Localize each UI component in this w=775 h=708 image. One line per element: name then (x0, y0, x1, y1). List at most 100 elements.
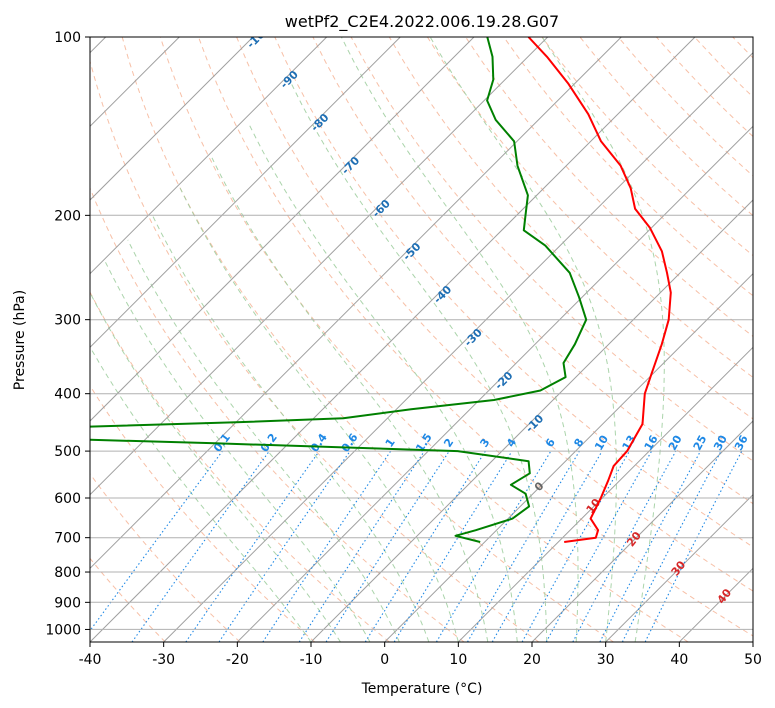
dry-adiabat (274, 37, 753, 548)
plot-frame (89, 36, 754, 643)
mixing-ratio-line (364, 450, 486, 642)
mixing-ratio-label: 25 (691, 433, 710, 453)
x-axis: -40 -30 -20 -10 0 10 20 30 40 50 (79, 642, 762, 668)
mixing-ratio-label: 4 (504, 436, 519, 450)
x-tick-label: 30 (597, 652, 615, 668)
y-tick-label: 800 (54, 565, 81, 581)
isotherm (90, 37, 328, 275)
isotherm-label: -90 (278, 68, 301, 91)
moist-adiabat (211, 157, 489, 642)
dry-adiabat (121, 37, 614, 642)
y-axis-label: Pressure (hPa) (12, 290, 28, 390)
isotherm (90, 37, 696, 642)
mixing-ratio-line (298, 450, 425, 642)
x-axis-label: Temperature (°C) (361, 681, 483, 697)
moist-adiabat (90, 346, 312, 642)
dry-adiabat (90, 291, 390, 642)
isotherm (310, 199, 753, 642)
dry-adiabat (90, 472, 241, 642)
isotherm (457, 346, 753, 642)
y-tick-label: 300 (54, 313, 81, 329)
moist-adiabat (340, 37, 579, 642)
dry-adiabat (465, 37, 753, 338)
x-tick-label: -30 (152, 652, 175, 668)
dry-adiabat (236, 37, 753, 592)
mixing-ratio-line (435, 450, 552, 642)
x-tick-label: -10 (300, 652, 323, 668)
mixing-ratio-line (644, 450, 743, 642)
chart-title: wetPf2_C2E4.2022.006.19.28.G07 (285, 12, 559, 32)
mixing-ratio-label: 1 (383, 436, 398, 450)
mixing-ratio-line (218, 450, 351, 642)
y-tick-label: 200 (54, 208, 81, 224)
profiles (90, 37, 672, 543)
dry-adiabat (732, 37, 753, 59)
isotherm (90, 37, 254, 201)
isotherm-label: -50 (400, 240, 423, 263)
isotherm (90, 37, 475, 422)
isotherm-label: -80 (308, 111, 331, 134)
isotherm (752, 641, 753, 642)
mixing-ratio-line (572, 450, 677, 642)
mixing-ratio-label: 3 (477, 436, 492, 449)
moist-adiabat (291, 83, 548, 642)
mixing-ratio-label: 2 (441, 436, 456, 450)
mixing-ratio-label: 36 (732, 433, 751, 453)
isotherm (90, 37, 549, 496)
mixing-ratio-line (545, 450, 653, 642)
pressure-gridlines (90, 36, 753, 630)
mixing-ratio-label: 20 (666, 433, 685, 453)
mixing-ratio-line (185, 450, 320, 642)
mixing-ratio-line (325, 450, 450, 642)
mixing-ratio-label: 30 (711, 433, 730, 453)
mixing-ratio-line (621, 450, 722, 642)
isotherm-label: -60 (370, 197, 393, 220)
y-tick-label: 700 (54, 531, 81, 547)
moist-adiabat (541, 37, 665, 642)
y-tick-label: 500 (54, 444, 81, 460)
mixing-ratio-line (262, 450, 392, 642)
y-tick-label: 400 (54, 387, 81, 403)
dry-adiabat (159, 37, 689, 642)
grid-layer (90, 37, 775, 642)
y-tick-label: 1000 (45, 622, 81, 638)
dry-adiabat (350, 37, 753, 462)
dry-adiabat (312, 37, 753, 505)
isotherm (236, 125, 753, 642)
mixing-ratio-line (393, 450, 513, 642)
isotherm (384, 272, 753, 642)
moist-adiabat (127, 239, 400, 642)
moist-adiabat (90, 291, 341, 642)
isotherm (163, 51, 753, 642)
isotherm-label: -10 (523, 412, 546, 435)
mixing-ratio-line (90, 450, 223, 632)
isotherm-label: -40 (431, 283, 454, 306)
y-axis: 100 200 300 400 500 600 700 800 900 1000 (45, 30, 90, 638)
moist-adiabat (429, 37, 617, 642)
dry-adiabat (90, 557, 166, 642)
dry-adiabat (503, 37, 753, 297)
isotherm (90, 37, 401, 349)
x-tick-label: 50 (744, 652, 762, 668)
mixing-ratio-line (599, 450, 701, 642)
dry-adiabat (656, 37, 753, 138)
moist-adiabat (105, 262, 371, 642)
dry-adiabat (90, 59, 540, 642)
isotherm (678, 567, 753, 642)
mixing-ratio-label: 8 (571, 436, 586, 449)
dry-adiabat (90, 186, 465, 642)
mixing-ratio-line (131, 450, 270, 642)
x-tick-label: 40 (670, 652, 688, 668)
temperature-profile (527, 37, 672, 543)
dry-adiabat (771, 37, 775, 642)
mixing-ratio-label: 6 (543, 436, 558, 450)
x-tick-label: -40 (79, 652, 102, 668)
y-tick-label: 100 (54, 30, 81, 46)
isotherm (531, 420, 753, 642)
dry-adiabat (90, 384, 316, 642)
mixing-ratio-line (521, 450, 630, 642)
dewpoint-profile (90, 37, 588, 543)
mixing-ratio-label: 10 (592, 433, 611, 453)
x-tick-label: -20 (226, 652, 249, 668)
